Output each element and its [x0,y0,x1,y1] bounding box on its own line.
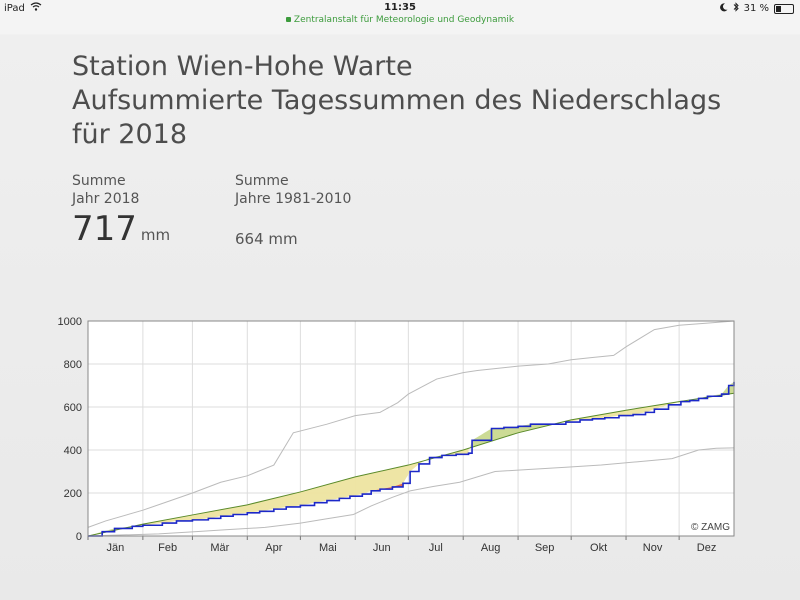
deficit-area [557,399,696,424]
url-bar[interactable]: Zentralanstalt für Meteorologie und Geod… [0,15,800,25]
x-tick-label: Mär [210,542,229,554]
y-tick-label: 200 [64,488,82,500]
min-line [87,447,735,537]
stat-year: Summe Jahr 2018 717 mm [72,172,171,246]
y-tick-label: 400 [64,445,82,457]
site-name: Zentralanstalt für Meteorologie und Geod… [293,15,515,25]
title-line-1: Station Wien-Hohe Warte [72,51,413,82]
x-tick-label: Jul [429,542,443,554]
wifi-icon [30,2,42,14]
status-bar: iPad 11:35 31 % [0,0,800,18]
copyright-label: © ZAMG [691,522,730,533]
x-tick-label: Feb [158,542,177,554]
x-tick-label: Apr [265,542,282,554]
plot-frame [87,320,735,537]
moon-icon [719,2,728,15]
year-2018-line [88,381,735,537]
page-title: Station Wien-Hohe Warte Aufsummierte Tag… [72,50,721,152]
x-tick-label: Jun [373,542,391,554]
x-tick-label: Aug [481,542,501,554]
stat-year-unit: mm [140,226,171,244]
stat-normal: Summe Jahre 1981-2010 664 mm [235,172,351,248]
stat-normal-label-2: Jahre 1981-2010 [235,191,352,207]
stat-year-value: 717 [72,209,137,249]
x-tick-label: Jän [107,542,125,554]
y-tick-label: 600 [64,402,82,414]
y-tick-label: 1000 [58,316,82,328]
title-line-3: für 2018 [72,119,188,150]
x-tick-label: Okt [590,542,607,554]
plot-area [87,320,735,537]
stat-year-label-1: Summe [72,173,126,189]
y-tick-label: 0 [76,531,82,543]
bluetooth-icon [733,2,739,15]
precipitation-chart: 0 200 400 600 800 1000 Jän Feb Mär Apr Mai Jun Jul Au… [58,316,735,554]
lock-icon [285,17,291,22]
x-tick-label: Mai [319,542,337,554]
max-line [87,320,735,528]
stat-normal-label-1: Summe [235,173,289,189]
y-tick-label: 800 [64,359,82,371]
title-line-2: Aufsummierte Tagessummen des Niederschla… [72,85,722,116]
clock: 11:35 [384,2,416,13]
battery-icon [774,3,794,14]
mean-line [87,392,735,537]
x-tick-label: Dez [697,542,717,554]
stat-normal-value: 664 mm [235,230,298,248]
stat-year-label-2: Jahr 2018 [72,191,140,207]
x-tick-label: Nov [643,542,663,554]
battery-percent: 31 % [743,3,769,14]
device-label: iPad [4,2,25,14]
x-tick-label: Sep [535,542,555,554]
